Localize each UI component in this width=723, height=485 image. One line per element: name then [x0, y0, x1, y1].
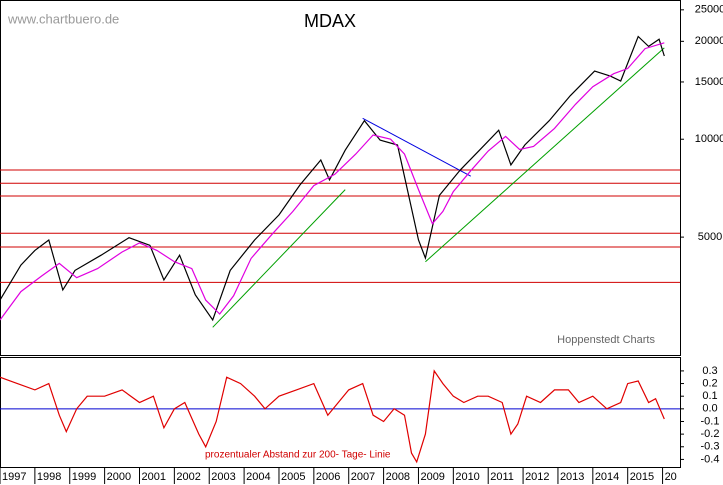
- x-tick-label: 2003: [211, 471, 235, 483]
- trendline: [362, 117, 472, 177]
- x-tick-label: 2001: [141, 471, 165, 483]
- x-tick-label: 2011: [490, 471, 514, 483]
- y-tick-label: -0.4: [701, 453, 720, 465]
- x-tick-label: 2007: [351, 471, 375, 483]
- y-tick-label: 0.1: [702, 390, 717, 402]
- y-tick-label: -0.1: [701, 415, 720, 427]
- x-tick-label: 2012: [525, 471, 549, 483]
- x-tick-label: 2006: [316, 471, 340, 483]
- y-tick-label: 25000: [695, 4, 723, 16]
- x-tick-label: 2014: [595, 471, 619, 483]
- y-tick-label: -0.2: [701, 428, 720, 440]
- x-tick-label: 2009: [420, 471, 444, 483]
- x-tick-label: 20: [665, 471, 677, 483]
- osc-label: prozentualer Abstand zur 200- Tage- Lini…: [205, 450, 391, 461]
- x-tick-label: 2015: [630, 471, 654, 483]
- x-tick-label: 2002: [176, 471, 200, 483]
- credit: Hoppenstedt Charts: [557, 334, 655, 346]
- y-tick-label: 20000: [695, 35, 723, 47]
- y-tick-label: 0.0: [702, 403, 717, 415]
- main-frame: [0, 0, 681, 356]
- x-tick-label: 2010: [455, 471, 479, 483]
- x-tick-label: 1998: [37, 471, 61, 483]
- y-tick-label: 15000: [695, 76, 723, 88]
- y-tick-label: 10000: [695, 133, 723, 145]
- x-tick-label: 2008: [386, 471, 410, 483]
- chart-title: MDAX: [304, 11, 356, 31]
- x-tick-label: 2013: [560, 471, 584, 483]
- series-line: [0, 35, 665, 322]
- osc-frame: [0, 357, 681, 468]
- x-tick-label: 2000: [107, 471, 131, 483]
- trendline: [212, 189, 346, 328]
- trendline: [425, 47, 665, 263]
- y-tick-label: 0.3: [702, 365, 717, 377]
- x-tick-label: 2005: [281, 471, 305, 483]
- x-tick-label: 1997: [2, 471, 26, 483]
- series-line: [0, 369, 665, 464]
- x-tick-label: 1999: [72, 471, 96, 483]
- watermark: www.chartbuero.de: [7, 11, 119, 26]
- y-tick-label: 5000: [698, 231, 722, 243]
- y-tick-label: 0.2: [702, 377, 717, 389]
- series-line: [0, 42, 665, 321]
- x-tick-label: 2004: [246, 471, 270, 483]
- y-tick-label: -0.3: [701, 441, 720, 453]
